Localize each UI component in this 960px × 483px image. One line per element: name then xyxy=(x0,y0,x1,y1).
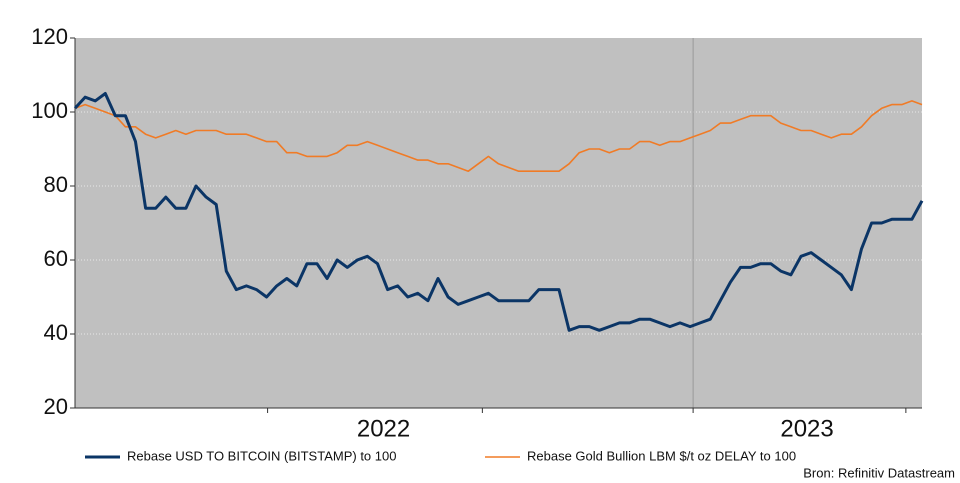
series-line xyxy=(73,92,924,332)
y-tick-label: 40 xyxy=(44,320,68,345)
legend-label: Rebase Gold Bullion LBM $/t oz DELAY to … xyxy=(527,448,796,463)
y-tick-label: 60 xyxy=(44,246,68,271)
plot-area xyxy=(75,38,922,408)
y-tick-label: 120 xyxy=(31,24,68,49)
series-line xyxy=(74,100,923,172)
y-tick-label: 20 xyxy=(44,394,68,419)
x-tick-label: 2023 xyxy=(780,415,833,442)
legend-label: Rebase USD TO BITCOIN (BITSTAMP) to 100 xyxy=(127,448,396,463)
y-tick-label: 100 xyxy=(31,98,68,123)
x-tick-label: 2022 xyxy=(357,415,410,442)
y-tick-label: 80 xyxy=(44,172,68,197)
source-note: Bron: Refinitiv Datastream xyxy=(803,465,955,480)
